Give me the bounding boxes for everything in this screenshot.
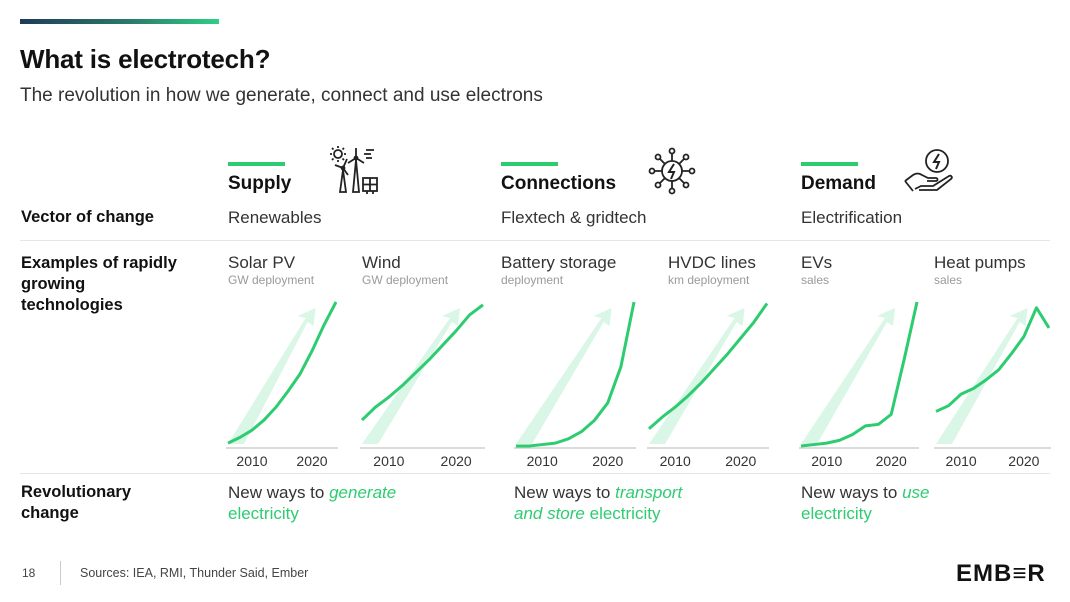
wind-solar-icon	[326, 144, 380, 196]
tech-evs: EVs sales	[801, 253, 832, 287]
trend-arrow	[649, 308, 745, 444]
tech-label: Heat pumps	[934, 253, 1026, 272]
series-line	[516, 301, 636, 448]
row-label-revolutionary: Revolutionary change	[21, 482, 131, 524]
tech-battery: Battery storage deployment	[501, 253, 616, 287]
row-label-revolutionary-line2: change	[21, 504, 79, 522]
tech-unit: sales	[934, 273, 963, 287]
page-number: 18	[22, 566, 36, 580]
tech-solar: Solar PV GW deployment	[228, 253, 314, 287]
x-tick-label: 2010	[373, 453, 404, 469]
trend-arrow	[228, 308, 316, 444]
chart-hvdc: 2010 2020	[647, 302, 769, 469]
x-tick-label: 2020	[592, 453, 623, 469]
x-tick-label: 2010	[236, 453, 267, 469]
tech-label: HVDC lines	[668, 253, 756, 272]
series-line	[935, 306, 1051, 413]
series-line	[800, 301, 919, 448]
vector-supply: Renewables	[228, 208, 322, 227]
change-accent: use	[902, 483, 930, 502]
x-tick-label: 2020	[725, 453, 756, 469]
chart-heatpumps: 2010 2020	[934, 306, 1051, 469]
change-text: New ways to	[228, 483, 330, 502]
change-demand: New ways to use electricity	[801, 482, 1031, 524]
row-label-revolutionary-line1: Revolutionary	[21, 483, 132, 501]
x-tick-label: 2020	[1008, 453, 1039, 469]
heading-demand: Demand	[801, 173, 876, 194]
x-tick-label: 2010	[527, 453, 558, 469]
ember-logo: EMB≡R	[956, 560, 1046, 587]
tech-unit: sales	[801, 273, 830, 287]
tech-heatpumps: Heat pumps sales	[934, 253, 1026, 287]
supply-accent-dash	[228, 162, 285, 166]
chart-evs: 2010 2020	[799, 301, 919, 469]
top-accent-bar	[20, 19, 219, 24]
tech-label: Battery storage	[501, 253, 617, 272]
separator-bottom	[20, 473, 1050, 474]
hand-lightning-icon	[903, 145, 957, 197]
row-label-examples-line1: Examples of rapidly	[21, 254, 177, 272]
series-line	[648, 302, 769, 430]
page-title: What is electrotech?	[20, 44, 271, 74]
change-supply: New ways to generate electricity	[228, 482, 458, 524]
change-accent-line2-tail: electricity	[584, 504, 661, 523]
change-accent-line2: electricity	[801, 504, 872, 523]
page-subtitle: The revolution in how we generate, conne…	[20, 85, 543, 106]
heading-supply: Supply	[228, 173, 292, 194]
chart-battery: 2010 2020	[514, 301, 636, 469]
chart-wind: 2010 2020	[360, 303, 485, 469]
x-tick-label: 2010	[811, 453, 842, 469]
row-label-examples-line2: growing	[21, 275, 86, 293]
x-tick-label: 2020	[441, 453, 472, 469]
change-text: New ways to	[801, 483, 903, 502]
tech-unit: deployment	[501, 273, 564, 287]
change-accent: transport	[615, 483, 683, 502]
chart-solar: 2010 2020	[226, 301, 338, 469]
tech-label: EVs	[801, 253, 833, 272]
tech-unit: GW deployment	[362, 273, 449, 287]
row-label-examples: Examples of rapidly growing technologies	[21, 253, 177, 316]
vector-connections: Flextech & gridtech	[501, 208, 647, 227]
x-tick-label: 2020	[296, 453, 327, 469]
x-tick-label: 2010	[946, 453, 977, 469]
sources-note: Sources: IEA, RMI, Thunder Said, Ember	[80, 566, 309, 580]
tech-unit: GW deployment	[228, 273, 315, 287]
tech-label: Wind	[362, 253, 401, 272]
row-label-examples-line3: technologies	[21, 296, 123, 314]
footer-divider	[60, 561, 61, 585]
change-text: New ways to	[514, 483, 616, 502]
network-lightning-icon	[645, 145, 699, 197]
tech-unit: km deployment	[668, 273, 750, 287]
change-accent-line2: and store	[514, 504, 585, 523]
demand-accent-dash	[801, 162, 858, 166]
heading-connections: Connections	[501, 173, 617, 194]
row-label-vector: Vector of change	[21, 208, 154, 226]
trend-arrow	[936, 308, 1028, 444]
change-accent: generate	[329, 483, 397, 502]
series-line	[360, 303, 484, 422]
x-tick-label: 2020	[876, 453, 907, 469]
change-accent-line2: electricity	[228, 504, 299, 523]
trend-arrow	[801, 308, 895, 444]
change-connections: New ways to transport and store electric…	[514, 482, 774, 524]
tech-hvdc: HVDC lines km deployment	[668, 253, 756, 287]
series-line	[227, 301, 338, 445]
connections-accent-dash	[501, 162, 558, 166]
tech-label: Solar PV	[228, 253, 296, 272]
x-tick-label: 2010	[660, 453, 691, 469]
separator-top	[20, 240, 1050, 241]
trend-arrow	[516, 308, 612, 444]
vector-demand: Electrification	[801, 208, 903, 227]
tech-wind: Wind GW deployment	[362, 253, 448, 287]
